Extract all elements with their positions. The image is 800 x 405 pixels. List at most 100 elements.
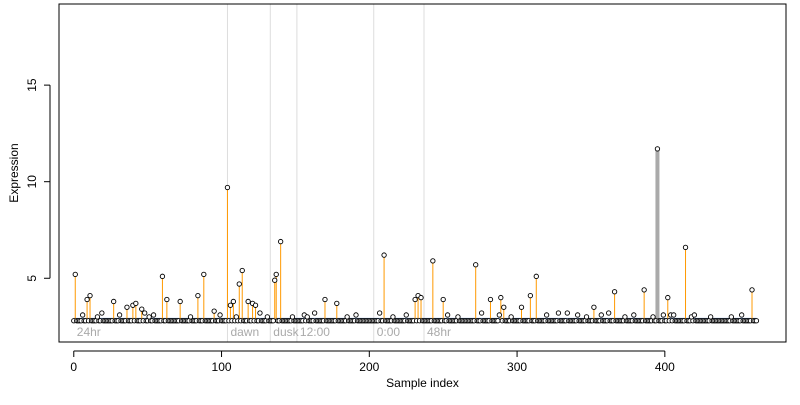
- minor-point: [264, 314, 270, 320]
- minor-point: [598, 312, 604, 318]
- minor-point: [187, 314, 194, 320]
- spike-bar: [655, 148, 660, 319]
- peak-point: [227, 302, 234, 308]
- data-points: [71, 146, 760, 324]
- period-label: 12:00: [300, 325, 330, 339]
- peak-point: [72, 271, 78, 278]
- baseline-point: [270, 318, 276, 324]
- minor-point: [150, 312, 157, 318]
- peak-point: [164, 296, 170, 303]
- minor-point: [660, 312, 667, 318]
- minor-point: [455, 314, 461, 320]
- peak-point: [473, 262, 479, 268]
- x-tick-label: 0: [70, 360, 77, 374]
- y-tick-label: 15: [25, 78, 39, 92]
- minor-point: [478, 310, 485, 316]
- minor-point: [555, 310, 562, 316]
- minor-point: [217, 312, 223, 318]
- minor-point: [376, 310, 383, 316]
- period-labels: 24hr dawn dusk 12:00 0:00 48hr: [77, 325, 451, 339]
- minor-point: [606, 310, 612, 316]
- minor-point: [94, 314, 101, 320]
- minor-point: [564, 310, 570, 316]
- peak-point: [501, 304, 507, 310]
- minor-point: [508, 314, 514, 320]
- peak-point: [230, 298, 237, 305]
- peak-point: [412, 296, 418, 303]
- peak-point: [272, 277, 278, 283]
- peak-point: [527, 292, 534, 299]
- minor-point: [79, 312, 86, 318]
- peak-point: [224, 184, 231, 191]
- y-axis-label: Expression: [7, 143, 21, 202]
- x-axis: 0 100 200 300 400: [70, 350, 675, 374]
- x-tick-label: 200: [359, 360, 379, 374]
- peak-point: [133, 300, 139, 307]
- minor-point: [403, 312, 409, 318]
- minor-point: [116, 312, 123, 318]
- peak-point: [487, 296, 494, 303]
- minor-point: [444, 312, 451, 318]
- peak-point: [239, 267, 245, 274]
- baseline-point: [753, 318, 760, 324]
- minor-point: [707, 314, 714, 320]
- peak-point: [211, 308, 217, 314]
- peak-point: [641, 287, 647, 293]
- minor-point: [390, 314, 396, 320]
- minor-point: [575, 312, 581, 318]
- peak-point: [334, 300, 340, 307]
- period-label: dusk: [273, 325, 299, 339]
- minor-point: [728, 314, 734, 320]
- period-label: dawn: [230, 325, 259, 339]
- period-label-start: 24hr: [77, 325, 101, 339]
- minor-point: [353, 312, 359, 318]
- baseline-point: [495, 318, 501, 324]
- peak-point: [159, 273, 166, 279]
- peak-point: [124, 304, 130, 310]
- peak-point: [195, 292, 201, 299]
- minor-point: [257, 310, 263, 316]
- minor-point: [543, 312, 550, 318]
- minor-point: [650, 314, 656, 320]
- minor-point: [344, 314, 350, 320]
- peak-point: [84, 296, 90, 303]
- minor-point: [233, 314, 239, 320]
- peak-point: [273, 271, 279, 278]
- peak-point: [498, 294, 504, 301]
- peak-point: [611, 289, 618, 295]
- peak-point: [682, 244, 689, 251]
- minor-point: [622, 314, 628, 320]
- peak-point: [430, 258, 436, 264]
- minor-point: [99, 310, 105, 316]
- y-tick-label: 5: [25, 275, 39, 282]
- period-marker-lines: [226, 4, 425, 342]
- peak-point: [440, 296, 446, 303]
- peak-point: [139, 306, 145, 312]
- peak-point: [533, 273, 539, 279]
- spike-bar: [655, 148, 660, 319]
- peak-stems: [74, 187, 753, 319]
- x-tick-label: 100: [212, 360, 232, 374]
- peak-point: [236, 281, 242, 287]
- y-tick-label: 10: [25, 175, 39, 189]
- peak-point: [518, 304, 525, 310]
- minor-point: [671, 312, 677, 318]
- minor-point: [142, 310, 148, 316]
- x-tick-label: 300: [507, 360, 527, 374]
- peak-point: [245, 298, 251, 305]
- peak-point: [277, 238, 284, 245]
- peak-point: [177, 298, 183, 305]
- minor-point: [146, 314, 152, 320]
- period-label: 48hr: [427, 325, 451, 339]
- minor-point: [311, 310, 318, 316]
- x-tick-label: 400: [655, 360, 675, 374]
- peak-point: [201, 271, 207, 278]
- peak-point: [591, 304, 597, 310]
- peak-point: [665, 294, 671, 301]
- minor-point: [631, 312, 637, 318]
- peak-point: [111, 298, 117, 305]
- minor-point: [496, 312, 502, 318]
- minor-point: [289, 314, 296, 320]
- peak-point: [87, 292, 93, 299]
